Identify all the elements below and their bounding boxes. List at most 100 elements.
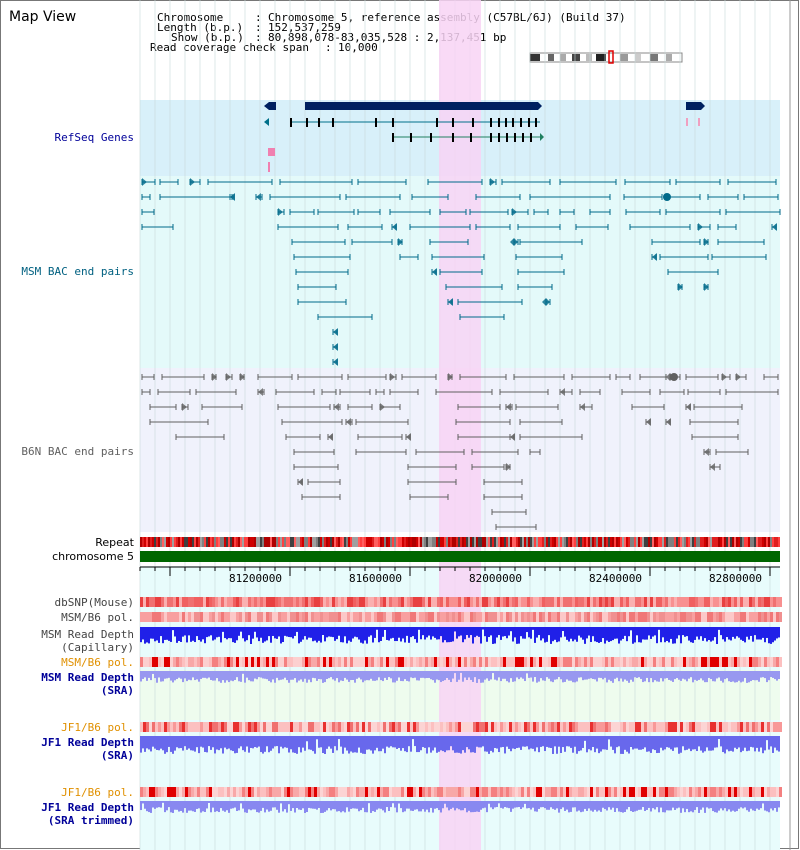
msm-depth-sra-bar [478, 671, 480, 680]
msm-b6-pol-strip-cell [302, 612, 305, 622]
track-label-refseq[interactable]: RefSeq Genes [54, 131, 134, 144]
jf1-depth-trim-bar [742, 801, 744, 809]
track-label-jf1-pol-2[interactable]: JF1/B6 pol. [61, 786, 134, 799]
msm-b6-pol-strip-cell [572, 612, 575, 622]
jf1-depth-sra-bar [520, 736, 522, 750]
msm-b6-pol-strip-cell [323, 612, 326, 622]
msm-depth-capillary-bar [262, 627, 264, 643]
dbsnp-strip-cell [464, 597, 467, 607]
msm-depth-sra-bar [614, 671, 616, 679]
msm-bac-arrow [333, 343, 338, 351]
msm-depth-sra-bar [634, 671, 636, 678]
msm-b6-pol-strip-cell [377, 612, 380, 622]
repeat-element [438, 537, 440, 547]
track-label-jf1-pol-1[interactable]: JF1/B6 pol. [61, 721, 134, 734]
jf1-depth-trim-bar [744, 801, 746, 808]
jf1-pol-strip-cell [383, 722, 386, 732]
dbsnp-strip-cell [716, 597, 719, 607]
msm-depth-sra-bar [270, 671, 272, 683]
selected-region-highlight[interactable] [439, 0, 481, 850]
msm-depth-capillary-bar [726, 627, 728, 638]
jf1-depth-trim-bar [692, 801, 694, 813]
jf1-depth-trim-bar [586, 801, 588, 811]
jf1-pol2-strip-cell [668, 787, 671, 797]
track-label-msm-bac[interactable]: MSM BAC end pairs [21, 265, 134, 278]
dbsnp-strip-cell [164, 597, 167, 607]
dbsnp-strip-cell [701, 597, 704, 607]
dbsnp-strip-cell [167, 597, 170, 607]
msm-depth-capillary-bar [644, 627, 646, 640]
track-label-msm-depth-cap-1[interactable]: MSM Read Depth [41, 628, 134, 641]
jf1-pol2-strip-cell [662, 787, 665, 797]
repeat-element [644, 537, 646, 547]
polymorphism-strips[interactable] [140, 597, 782, 797]
jf1-pol-strip-cell [626, 722, 629, 732]
track-label-chromosome[interactable]: chromosome 5 [52, 550, 134, 563]
exon [306, 118, 308, 127]
msm-b6-pol-strip-cell [389, 612, 392, 622]
dbsnp-strip-cell [671, 597, 674, 607]
read-depth-tracks[interactable] [140, 627, 780, 813]
msm-b6-pol2-strip-cell [485, 657, 488, 667]
jf1-depth-trim-bar [712, 801, 714, 812]
jf1-depth-trim-bar [182, 801, 184, 813]
msm-b6-pol-strip-cell [509, 612, 512, 622]
msm-b6-pol2-strip-cell [284, 657, 287, 667]
jf1-pol2-strip-cell [767, 787, 770, 797]
jf1-depth-sra-bar [610, 736, 612, 747]
repeat-element [384, 537, 386, 547]
track-label-jf1-depth-trim-1[interactable]: JF1 Read Depth [41, 801, 134, 814]
msm-b6-pol2-strip-cell [491, 657, 494, 667]
jf1-pol2-strip-cell [779, 787, 782, 797]
msm-b6-pol-strip-cell [701, 612, 704, 622]
track-label-msm-b6-pol-2[interactable]: MSM/B6 pol. [61, 656, 134, 669]
jf1-depth-trim-bar [522, 801, 524, 808]
jf1-depth-trim-bar [472, 801, 474, 813]
track-label-repeat[interactable]: Repeat [95, 536, 134, 549]
refseq-genes-layer[interactable] [264, 102, 705, 172]
repeat-element [364, 537, 366, 547]
jf1-depth-sra-bar [582, 736, 584, 748]
msm-depth-sra-bar [482, 671, 484, 683]
repeat-element [254, 537, 256, 547]
track-label-dbsnp[interactable]: dbSNP(Mouse) [54, 596, 134, 609]
repeat-element [602, 537, 604, 547]
msm-depth-sra-bar [456, 671, 458, 682]
track-label-msm-depth-sra-1[interactable]: MSM Read Depth [41, 671, 134, 684]
jf1-pol2-strip-cell [638, 787, 641, 797]
repeat-element [646, 537, 648, 547]
msm-depth-capillary-bar [586, 627, 588, 639]
jf1-depth-trim-bar [734, 801, 736, 812]
msm-b6-pol2-strip-cell [542, 657, 545, 667]
repeat-track[interactable] [140, 537, 780, 547]
msm-depth-capillary-bar [198, 627, 200, 641]
jf1-pol-strip-cell [497, 722, 500, 732]
b6n-bac-layer[interactable] [141, 373, 779, 530]
gene-block-right [686, 102, 701, 110]
track-label-b6n-bac[interactable]: B6N BAC end pairs [21, 445, 134, 458]
jf1-depth-trim-bar [462, 801, 464, 811]
dbsnp-strip-cell [623, 597, 626, 607]
dbsnp-strip-cell [656, 597, 659, 607]
jf1-pol-strip-cell [200, 722, 203, 732]
msm-b6-pol2-strip-cell [746, 657, 749, 667]
msm-b6-pol-strip-cell [761, 612, 764, 622]
jf1-pol-strip-cell [578, 722, 581, 732]
msm-depth-capillary-bar [218, 627, 220, 637]
jf1-depth-sra-bar [280, 736, 282, 747]
chromosome-ideogram[interactable] [529, 50, 683, 64]
jf1-depth-sra-bar [440, 736, 442, 751]
msm-depth-capillary-bar [322, 627, 324, 636]
msm-bac-layer[interactable] [141, 178, 781, 366]
chromosome-bar[interactable] [140, 551, 780, 562]
jf1-pol-strip-cell [410, 722, 413, 732]
msm-depth-sra-bar [326, 671, 328, 680]
jf1-depth-sra-bar [382, 736, 384, 749]
jf1-pol2-strip-cell [191, 787, 194, 797]
dbsnp-strip-cell [158, 597, 161, 607]
repeat-element [768, 537, 770, 547]
track-label-msm-b6-pol[interactable]: MSM/B6 pol. [61, 611, 134, 624]
msm-b6-pol-strip-cell [392, 612, 395, 622]
track-label-jf1-depth-sra-1[interactable]: JF1 Read Depth [41, 736, 134, 749]
